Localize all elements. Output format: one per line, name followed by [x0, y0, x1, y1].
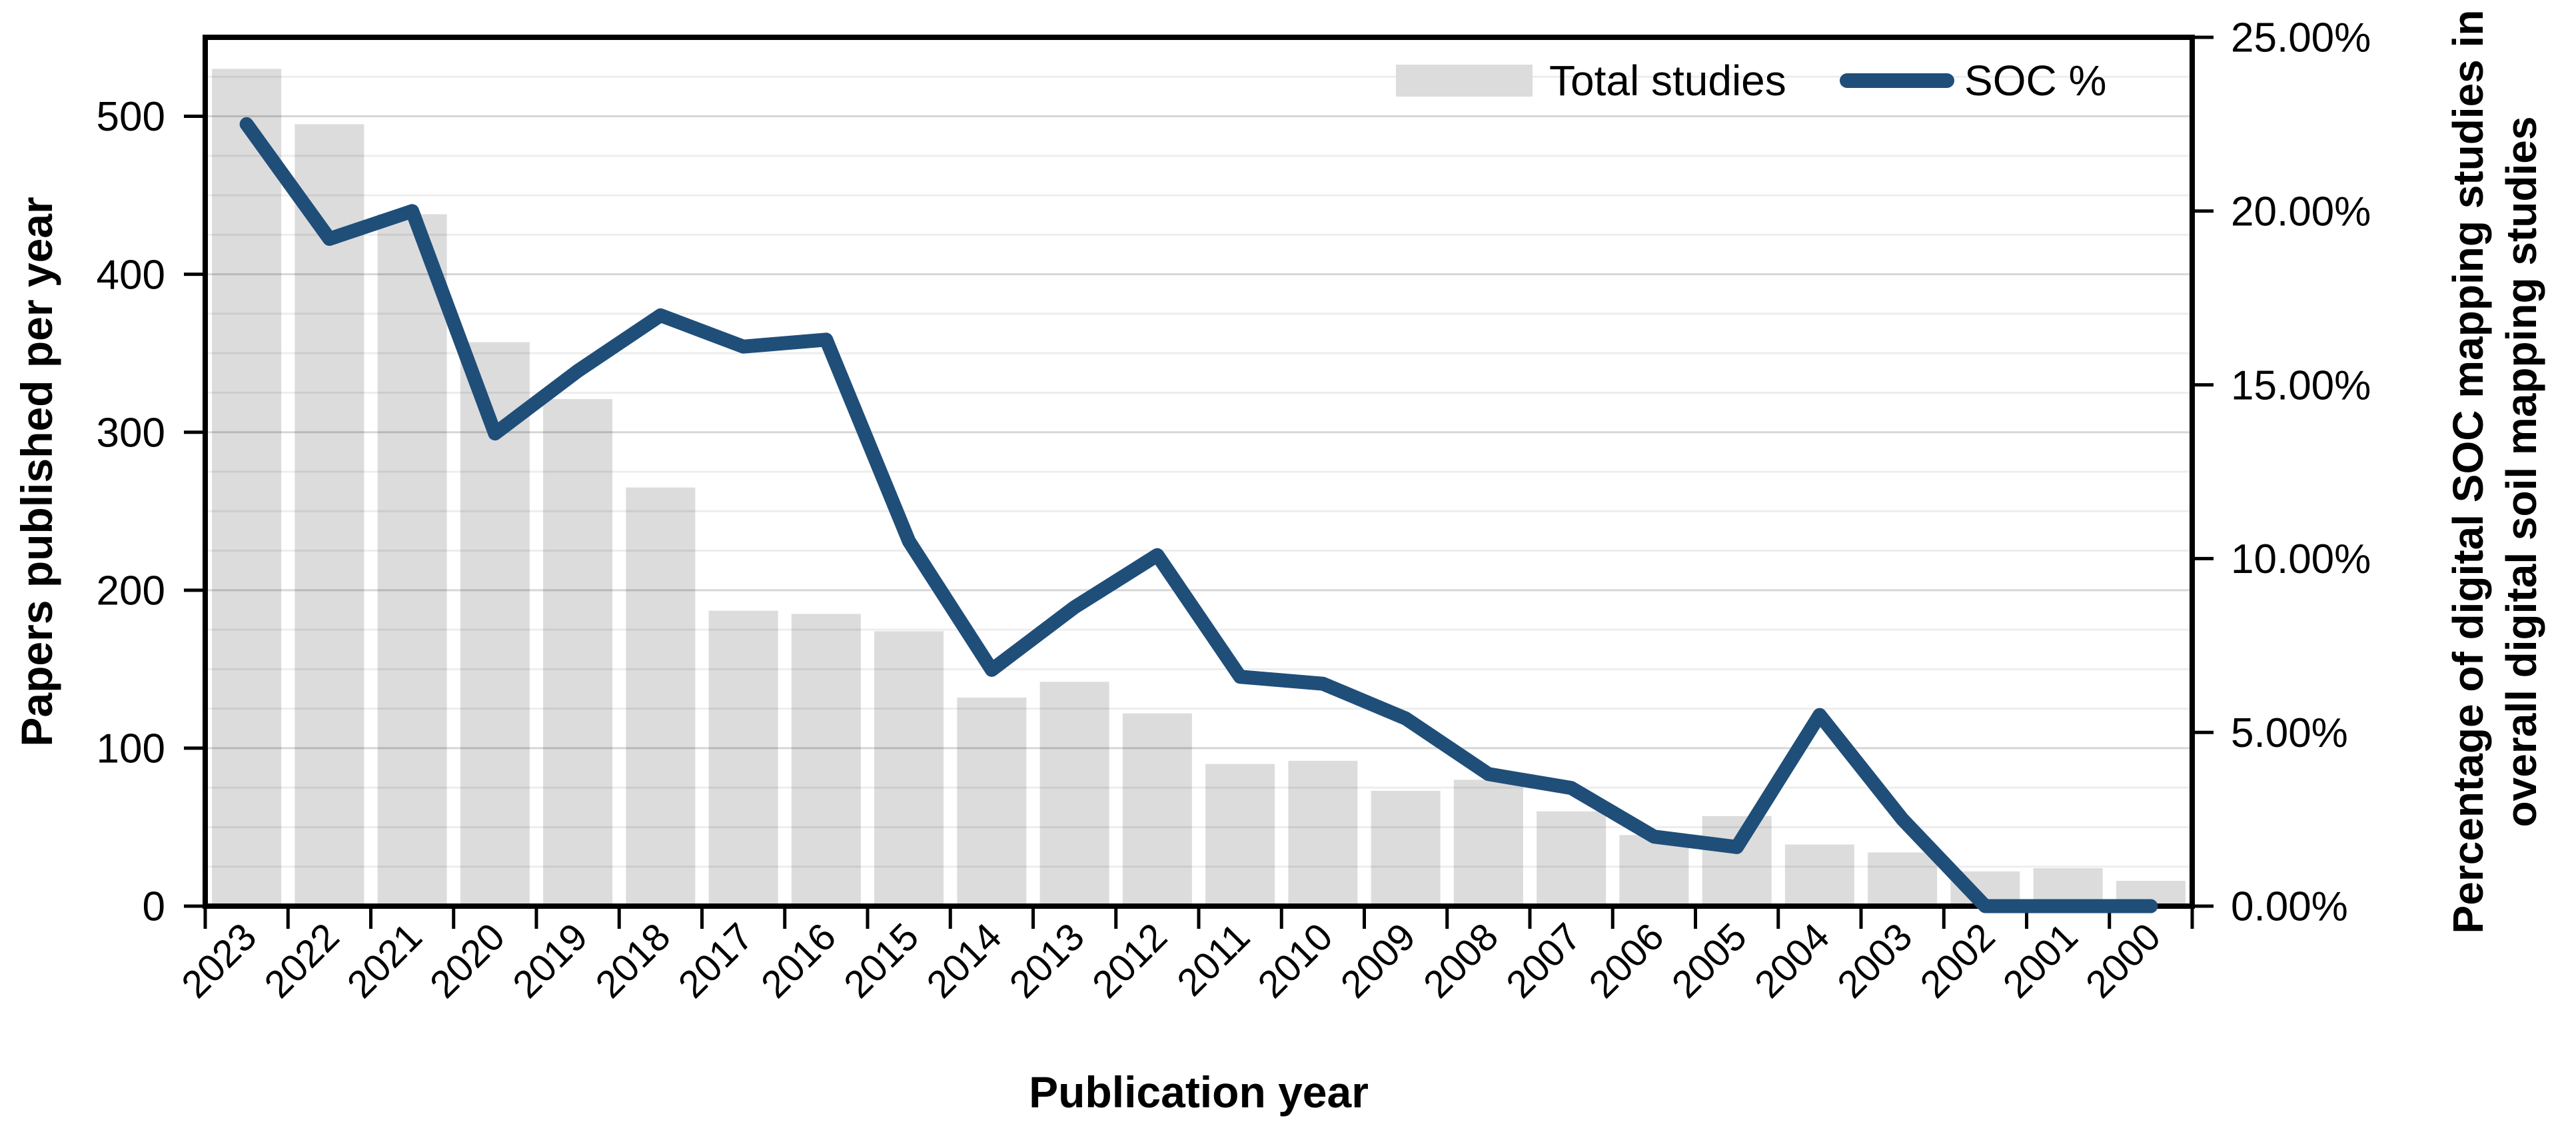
bar-series-group: [212, 69, 2186, 907]
bar-2013: [1039, 682, 1109, 906]
bar-2010: [1288, 760, 1358, 906]
right-axis-tick-label: 15.00%: [2231, 362, 2371, 408]
bar-2008: [1453, 780, 1523, 906]
bar-2016: [791, 614, 861, 906]
legend-label-total-studies: Total studies: [1549, 57, 1786, 105]
bar-2005: [1702, 816, 1772, 906]
bar-2015: [874, 631, 944, 906]
bar-2023: [212, 69, 282, 906]
bar-2009: [1371, 790, 1441, 906]
bar-2021: [377, 214, 447, 907]
right-axis-tick-label: 5.00%: [2231, 710, 2348, 756]
left-axis-tick-label: 0: [143, 884, 165, 930]
right-axis-tick-label: 0.00%: [2231, 884, 2348, 930]
bar-2004: [1784, 844, 1854, 906]
line-series-group: [239, 117, 2158, 913]
left-axis-title: Papers published per year: [12, 197, 61, 746]
bar-2017: [708, 610, 778, 906]
bar-2012: [1122, 713, 1192, 906]
right-axis-title-line2: overall digital soil mapping studies: [2497, 117, 2545, 828]
left-axis-tick-label: 300: [97, 410, 165, 456]
legend-label-soc-pct: SOC %: [1964, 57, 2106, 105]
right-axis-tick-label: 25.00%: [2231, 15, 2371, 61]
bar-2018: [626, 487, 696, 906]
bar-2014: [957, 698, 1027, 906]
bar-2006: [1619, 835, 1689, 906]
bar-2007: [1537, 811, 1607, 906]
legend: Total studies SOC %: [1396, 57, 2106, 105]
x-axis-title: Publication year: [1029, 1067, 1369, 1117]
bar-2019: [543, 398, 613, 906]
right-axis-title-line1: Percentage of digital SOC mapping studie…: [2444, 10, 2492, 934]
left-axis-tick-label: 500: [97, 94, 165, 140]
left-axis-tick-label: 400: [97, 252, 165, 298]
bar-2003: [1868, 852, 1938, 906]
bar-2011: [1205, 764, 1275, 906]
left-axis-tick-label: 100: [97, 726, 165, 772]
right-axis-tick-label: 10.00%: [2231, 536, 2371, 582]
legend-bar-swatch: [1396, 65, 1533, 97]
left-axis-tick-label: 200: [97, 568, 165, 614]
bar-2022: [295, 124, 364, 906]
right-axis-tick-label: 20.00%: [2231, 189, 2371, 235]
gridline-group: [205, 36, 2192, 868]
soc-percentage-line: [239, 117, 2158, 913]
